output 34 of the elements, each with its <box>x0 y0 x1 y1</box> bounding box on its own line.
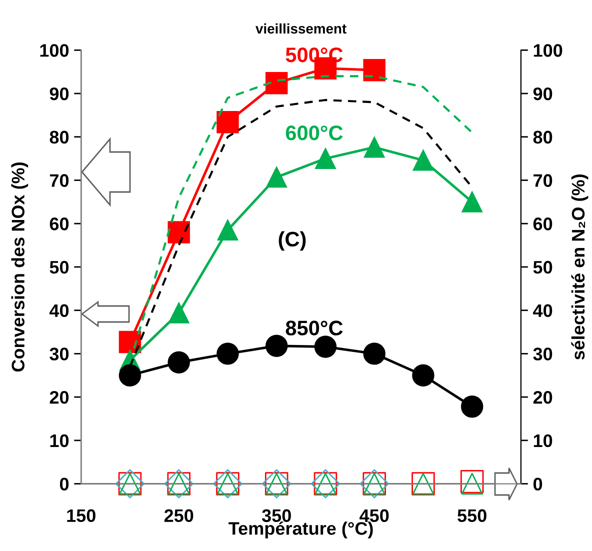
x-tick-label: 450 <box>360 509 389 522</box>
y-tick-label: 30 <box>50 348 69 360</box>
y-tick-label: 40 <box>49 304 69 318</box>
y-tick-label: 80 <box>50 130 69 144</box>
y-axis-title: Conversion des NOx (%) <box>11 162 28 372</box>
y2-axis-title: sélectivité en N₂O (%) <box>571 174 588 360</box>
x-tick-label: 550 <box>458 509 486 522</box>
y-tick-label: 60 <box>50 218 69 230</box>
x-axis-title: Température (°C) <box>228 521 373 538</box>
x-tick-label: 150 <box>67 509 96 522</box>
chart-title: vieillissement <box>256 23 346 34</box>
y-tick-label: 50 <box>50 260 69 274</box>
x-tick-label: 350 <box>262 509 291 522</box>
y2-tick-label: 10 <box>534 434 552 448</box>
y-tick-label: 10 <box>50 434 69 448</box>
y2-tick-label: 20 <box>533 390 552 404</box>
y2-tick-label: 0 <box>533 478 542 490</box>
y-tick-label: 0 <box>60 478 69 490</box>
y2-tick-label: 90 <box>533 87 552 100</box>
y-tick-label: 20 <box>50 390 69 404</box>
y2-tick-label: 50 <box>533 260 552 274</box>
annotation: (C) <box>278 231 306 251</box>
y2-tick-label: 60 <box>533 218 552 230</box>
y2-tick-label: 40 <box>533 304 552 318</box>
y2-tick-label: 80 <box>533 130 552 144</box>
y2-tick-label: 30 <box>533 348 552 360</box>
y-tick-label: 70 <box>50 174 69 187</box>
y-tick-label: 100 <box>40 44 69 57</box>
y-tick-label: 90 <box>50 87 69 100</box>
y2-tick-label: 70 <box>534 174 552 187</box>
annotation: 850°C <box>286 320 343 336</box>
y2-tick-label: 100 <box>534 44 562 57</box>
x-tick-label: 250 <box>164 509 194 522</box>
annotation: 600°C <box>286 126 343 140</box>
